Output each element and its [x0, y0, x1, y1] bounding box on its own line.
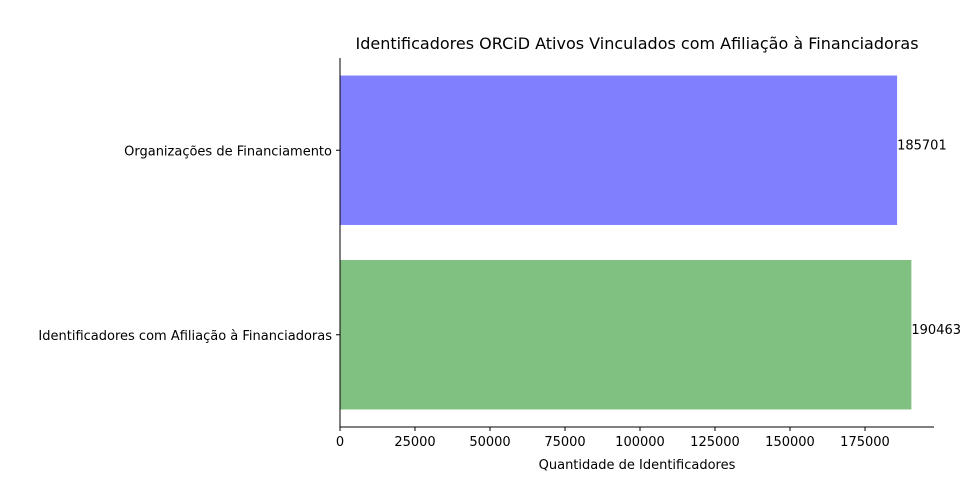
data-label-1: 190463 — [911, 323, 961, 338]
x-tick-label-3: 75000 — [544, 435, 585, 450]
x-tick-label-0: 0 — [336, 435, 344, 450]
x-axis-label: Quantidade de Identificadores — [539, 458, 736, 473]
category-labels: Organizações de Financiamento Identificad… — [38, 144, 340, 344]
data-labels: 185701 190463 — [897, 138, 961, 338]
x-tick-label-4: 100000 — [615, 435, 665, 450]
bars-group — [340, 75, 912, 410]
chart-title: Identificadores ORCiD Ativos Vinculados … — [355, 34, 918, 53]
bar-1 — [340, 260, 912, 410]
x-axis-ticks: 0 25000 50000 75000 100000 125000 150000 175000 — [336, 427, 890, 450]
x-tick-label-5: 125000 — [690, 435, 740, 450]
x-tick-label-7: 175000 — [840, 435, 890, 450]
x-tick-label-2: 50000 — [469, 435, 510, 450]
x-tick-label-6: 150000 — [765, 435, 815, 450]
data-label-0: 185701 — [897, 138, 947, 153]
bar-0 — [340, 75, 898, 225]
x-tick-label-1: 25000 — [394, 435, 435, 450]
category-label-0: Organizações de Financiamento — [124, 144, 332, 159]
category-label-1: Identificadores com Afiliação à Financia… — [38, 329, 332, 344]
